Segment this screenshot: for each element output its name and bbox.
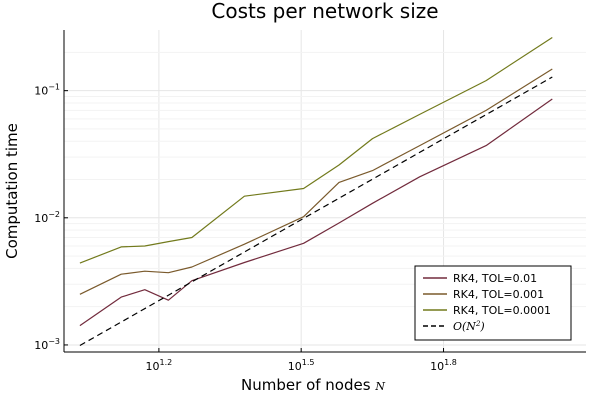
legend: RK4, TOL=0.01 RK4, TOL=0.001 RK4, TOL=0.00… [414,265,572,341]
legend-label-3: O(N2) [453,320,485,333]
plot-series [79,36,553,347]
x-tick-label: 101.2 [146,358,173,373]
y-tick-label: 10−2 [34,210,60,225]
x-tick-label: 101.5 [288,358,315,373]
chart-title: Costs per network size [211,0,438,23]
series-line-1 [79,68,553,295]
y-tick-label: 10−1 [34,83,60,98]
legend-label-1: RK4, TOL=0.001 [453,288,544,301]
x-axis-label: Number of nodes N [241,376,385,394]
legend-label-2: RK4, TOL=0.0001 [453,304,551,317]
y-axis-label: Computation time [3,123,21,259]
series-line-0 [79,98,553,327]
grid [64,30,586,352]
y-tick-label: 10−3 [34,337,60,352]
series-line-3 [79,76,553,347]
ticks: 101.2 101.5 101.8 10−3 10−2 10−1 [34,83,457,373]
axes [63,30,586,353]
x-tick-label: 101.8 [430,358,457,373]
legend-label-0: RK4, TOL=0.01 [453,272,537,285]
series-line-2 [79,36,553,264]
